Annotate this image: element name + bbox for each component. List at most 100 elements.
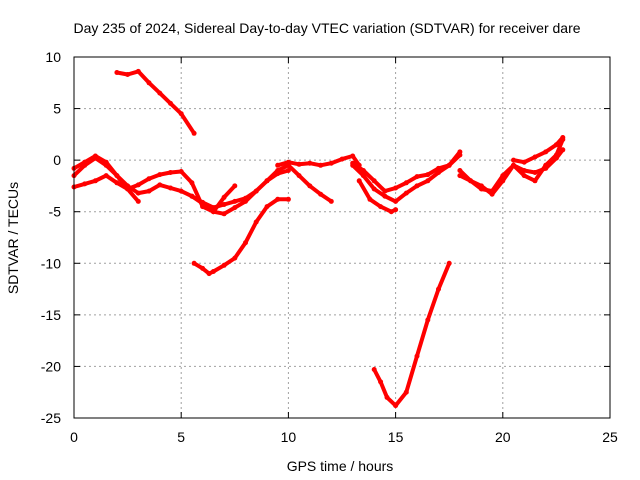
data-point: [103, 173, 109, 179]
series-line-arc-deep: [372, 261, 452, 408]
data-point: [560, 135, 566, 140]
x-tick-label: 5: [177, 429, 185, 445]
data-point: [135, 68, 141, 74]
data-point: [264, 204, 270, 210]
data-point: [157, 90, 163, 96]
data-point: [191, 130, 197, 136]
grid: [74, 57, 610, 418]
data-point: [285, 159, 291, 165]
data-point: [356, 178, 362, 184]
data-point: [221, 211, 227, 217]
data-point: [125, 72, 131, 77]
data-point: [168, 185, 173, 191]
data-point: [178, 169, 184, 174]
data-point: [285, 196, 291, 202]
data-point: [328, 160, 334, 166]
data-point: [146, 188, 152, 194]
y-tick-label: -25: [41, 410, 61, 426]
data-point: [232, 255, 238, 261]
data-point: [307, 183, 313, 189]
data-point: [114, 70, 120, 75]
data-point: [436, 286, 441, 292]
data-point: [457, 149, 463, 155]
data-point: [521, 168, 527, 173]
data-point: [500, 173, 506, 179]
plot-frame: [73, 56, 611, 419]
data-point: [457, 173, 463, 179]
data-point: [243, 240, 248, 246]
data-point: [414, 174, 420, 180]
data-point: [221, 194, 227, 200]
data-point: [371, 367, 377, 372]
x-axis-label: GPS time / hours: [287, 458, 394, 474]
data-point: [264, 178, 270, 184]
data-point: [210, 269, 216, 274]
data-point: [403, 180, 409, 186]
data-point: [318, 191, 324, 197]
data-point: [146, 176, 152, 182]
data-point: [468, 178, 474, 184]
data-point: [543, 165, 549, 171]
data-point: [189, 193, 195, 199]
y-tick-label: -20: [41, 358, 61, 374]
data-point: [367, 196, 373, 202]
data-point: [378, 204, 384, 210]
data-point: [446, 260, 452, 266]
y-tick-label: -10: [41, 255, 61, 271]
data-point: [350, 153, 356, 159]
data-point: [114, 173, 120, 179]
data-point: [388, 209, 394, 215]
data-point: [200, 265, 206, 271]
data-point: [478, 186, 484, 192]
chart-title: Day 235 of 2024, Sidereal Day-to-day VTE…: [73, 20, 580, 36]
data-point: [103, 159, 109, 165]
data-point: [221, 262, 227, 268]
x-tick-label: 10: [281, 429, 297, 445]
data-point: [403, 389, 409, 395]
y-tick-label: 5: [53, 101, 61, 117]
data-point: [232, 205, 238, 211]
data-point: [307, 160, 313, 166]
data-point: [135, 198, 141, 204]
y-tick-label: -15: [41, 307, 61, 323]
data-point: [125, 186, 131, 192]
data-point: [221, 202, 227, 207]
data-point: [296, 161, 302, 167]
data-point: [296, 173, 302, 179]
data-point: [232, 183, 238, 189]
data-point: [560, 147, 566, 153]
data-point: [253, 188, 259, 194]
data-point: [489, 188, 495, 194]
data-point: [157, 182, 163, 188]
data-point: [191, 260, 197, 266]
data-point: [178, 111, 184, 117]
y-tick-label: 0: [53, 152, 61, 168]
data-point: [135, 182, 141, 188]
data-point: [382, 193, 388, 199]
data-point: [378, 379, 384, 385]
data-point: [243, 198, 248, 204]
y-tick-label: -5: [49, 204, 62, 220]
x-tick-label: 25: [602, 429, 618, 445]
data-point: [384, 394, 390, 400]
x-tick-label: 0: [70, 429, 78, 445]
y-axis-label: SDTVAR / TECUs: [5, 182, 21, 294]
data-point: [285, 168, 291, 173]
data-point: [275, 162, 281, 168]
data-point: [206, 271, 212, 277]
x-tick-label: 20: [495, 429, 511, 445]
data-point: [200, 201, 206, 206]
data-point: [339, 156, 345, 162]
data-point: [328, 198, 334, 204]
data-point: [318, 162, 324, 168]
data-point: [371, 178, 377, 184]
data-point: [532, 170, 538, 175]
data-point: [82, 159, 88, 165]
data-point: [425, 317, 431, 323]
data-point: [114, 180, 120, 186]
data-point: [511, 157, 516, 163]
data-point: [543, 149, 549, 155]
data-point: [275, 196, 281, 202]
data-point: [189, 180, 195, 186]
